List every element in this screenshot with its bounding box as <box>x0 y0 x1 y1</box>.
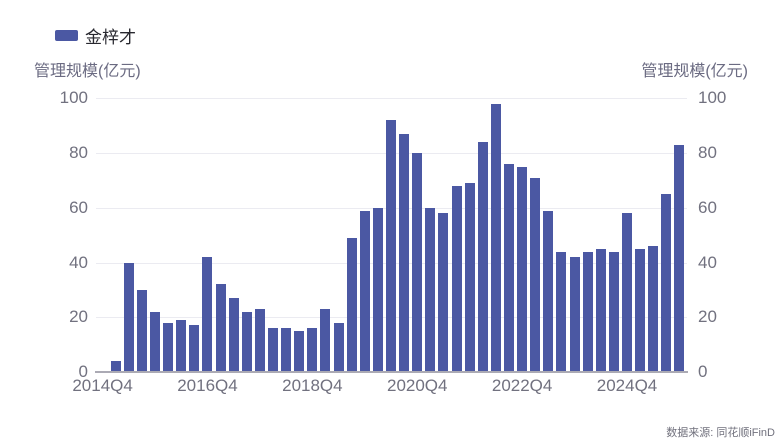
bar-2022Q1[interactable] <box>477 142 488 372</box>
bar-2024Q1[interactable] <box>582 251 593 372</box>
x-axis-line <box>95 371 688 373</box>
bar-2025Q1[interactable] <box>635 248 646 372</box>
y-tick-left-100: 100 <box>59 88 88 108</box>
bar-2017Q3[interactable] <box>241 311 252 372</box>
bar-2021Q1[interactable] <box>425 207 436 372</box>
bar-2024Q3[interactable] <box>608 251 619 372</box>
bar-2021Q4[interactable] <box>464 183 475 372</box>
bar-2024Q4[interactable] <box>622 213 632 372</box>
bar-2025Q3[interactable] <box>661 194 672 372</box>
bar-2019Q1[interactable] <box>320 309 331 372</box>
bar-2022Q2[interactable] <box>490 103 501 372</box>
y-tick-right-100: 100 <box>698 88 727 108</box>
bar-2016Q3[interactable] <box>189 325 200 372</box>
y-axis-title-left: 管理规模(亿元) <box>34 63 141 80</box>
x-tick-2014Q4: 2014Q4 <box>72 376 133 395</box>
legend-swatch <box>55 29 78 41</box>
x-tick-2016Q4: 2016Q4 <box>177 376 238 395</box>
bar-2018Q3[interactable] <box>294 330 305 372</box>
bar-2025Q4[interactable] <box>674 144 685 372</box>
y-tick-left-0: 0 <box>78 362 88 381</box>
bar-2015Q3[interactable] <box>136 289 147 372</box>
bar-2015Q4[interactable] <box>150 311 161 372</box>
y-tick-left-40: 40 <box>69 252 88 272</box>
bar-2017Q4[interactable] <box>254 309 265 372</box>
legend-label: 金梓才 <box>85 27 136 47</box>
bar-2016Q1[interactable] <box>163 322 174 372</box>
bar-2023Q4[interactable] <box>569 257 580 372</box>
bar-2020Q2[interactable] <box>386 120 397 372</box>
bar-2022Q3[interactable] <box>504 163 514 372</box>
y-tick-right-60: 60 <box>698 197 717 217</box>
y-tick-left-80: 80 <box>69 143 88 163</box>
bar-2023Q2[interactable] <box>543 210 554 372</box>
bar-2016Q4[interactable] <box>202 257 213 372</box>
bar-2020Q3[interactable] <box>399 133 410 372</box>
bar-2024Q2[interactable] <box>595 248 606 372</box>
y-tick-right-20: 20 <box>698 307 717 327</box>
bar-2021Q3[interactable] <box>451 185 462 372</box>
x-tick-2018Q4: 2018Q4 <box>282 376 343 395</box>
y-tick-right-80: 80 <box>698 143 717 163</box>
bar-2018Q1[interactable] <box>268 328 279 372</box>
bar-2021Q2[interactable] <box>438 213 449 372</box>
x-tick-2022Q4: 2022Q4 <box>491 376 553 395</box>
x-tick-2024Q4: 2024Q4 <box>596 376 658 395</box>
bar-2015Q2[interactable] <box>123 262 134 372</box>
bar-2017Q1[interactable] <box>215 284 226 372</box>
y-axis-title-right: 管理规模(亿元) <box>641 63 748 80</box>
bar-2018Q4[interactable] <box>307 328 318 372</box>
x-tick-2020Q4: 2020Q4 <box>386 376 448 395</box>
bar-2018Q2[interactable] <box>281 328 292 372</box>
data-source-note: 数据来源: 同花顺iFinD <box>666 427 775 439</box>
y-tick-right-0: 0 <box>698 362 708 381</box>
bar-2020Q1[interactable] <box>372 207 383 372</box>
bar-2019Q4[interactable] <box>359 210 370 372</box>
bar-2023Q3[interactable] <box>556 251 567 372</box>
bar-2019Q2[interactable] <box>333 322 344 372</box>
y-tick-left-60: 60 <box>69 197 88 217</box>
y-tick-right-40: 40 <box>698 252 717 272</box>
bar-2022Q4[interactable] <box>517 166 528 372</box>
bar-2017Q2[interactable] <box>228 298 239 372</box>
bar-2023Q1[interactable] <box>530 177 541 372</box>
y-tick-left-20: 20 <box>69 307 88 327</box>
gridline-100 <box>96 98 687 100</box>
bar-2015Q1[interactable] <box>110 361 121 372</box>
bar-2020Q4[interactable] <box>412 153 423 372</box>
bar-2025Q2[interactable] <box>648 246 659 372</box>
legend-item[interactable]: 金梓才 <box>55 24 136 47</box>
bar-2019Q3[interactable] <box>346 237 357 372</box>
bar-2016Q2[interactable] <box>176 319 187 372</box>
